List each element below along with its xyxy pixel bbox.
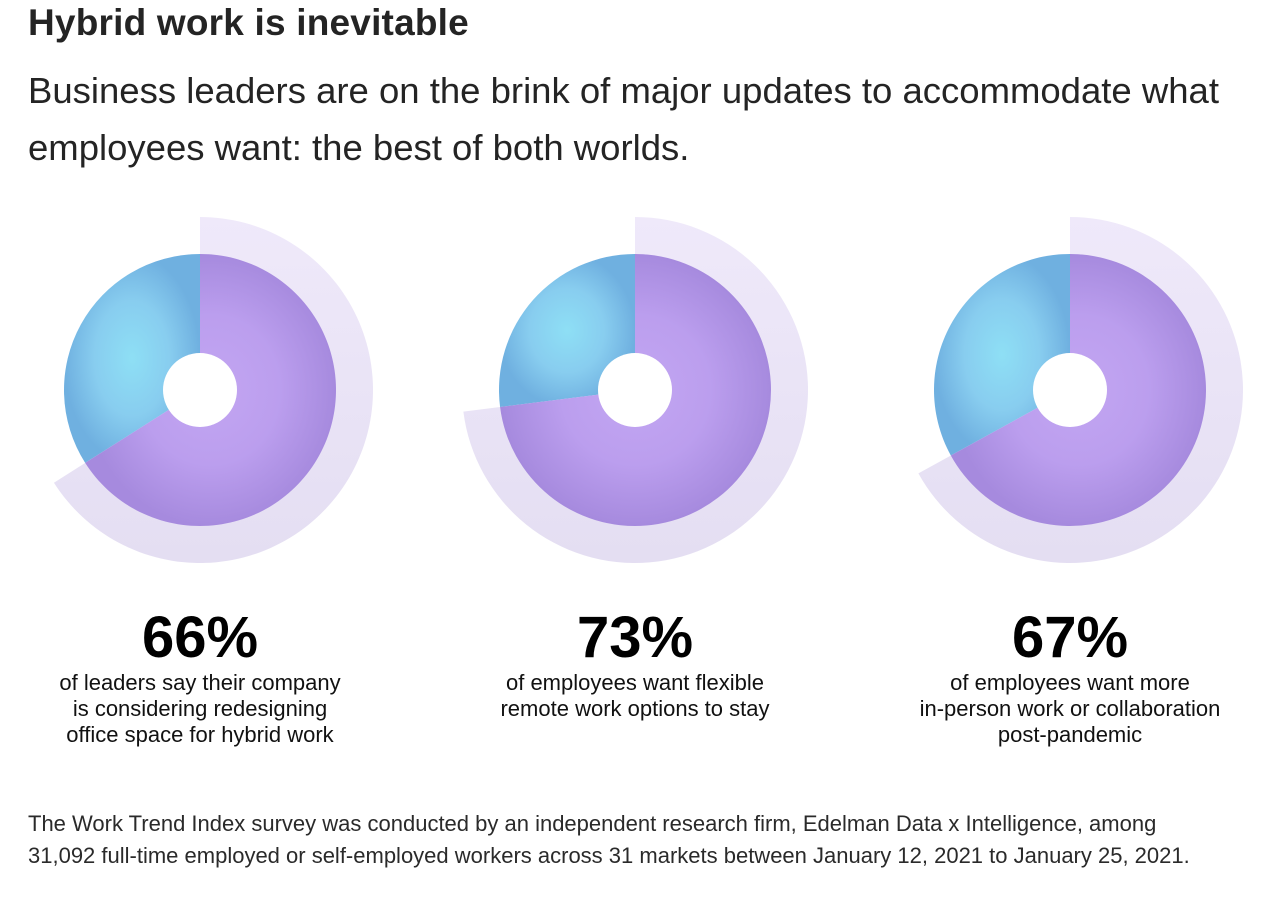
stat-value: 67% [1011,605,1129,670]
pie-slice-remainder [64,254,200,463]
stat-description: of employees want more in-person work or… [919,670,1221,747]
stat-flexible-remote: 73% of employees want flexible remote wo… [435,600,835,722]
stat-description: of employees want flexible remote work o… [500,670,770,721]
donut-hole [163,353,237,427]
page-title: Hybrid work is inevitable [28,2,469,43]
page-subtitle: Business leaders are on the brink of maj… [28,70,1219,168]
pie-slice-remainder [933,254,1070,456]
stat-in-person: 67% of employees want more in-person wor… [870,600,1270,748]
pie-slice-remainder [498,254,635,408]
stat-value: 73% [576,605,694,670]
stat-description: of leaders say their company is consider… [59,670,341,747]
stat-value: 66% [141,605,259,670]
donut-chart-leaders-redesign [53,217,373,563]
donut-hole [1033,353,1107,427]
donut-chart-flexible-remote [463,217,808,563]
charts-row [0,200,1276,580]
donut-chart-in-person [918,217,1243,563]
donut-charts [53,217,1243,563]
survey-footnote: The Work Trend Index survey was conducte… [28,811,1190,868]
stat-leaders-redesign: 66% of leaders say their company is cons… [0,600,400,748]
donut-hole [598,353,672,427]
